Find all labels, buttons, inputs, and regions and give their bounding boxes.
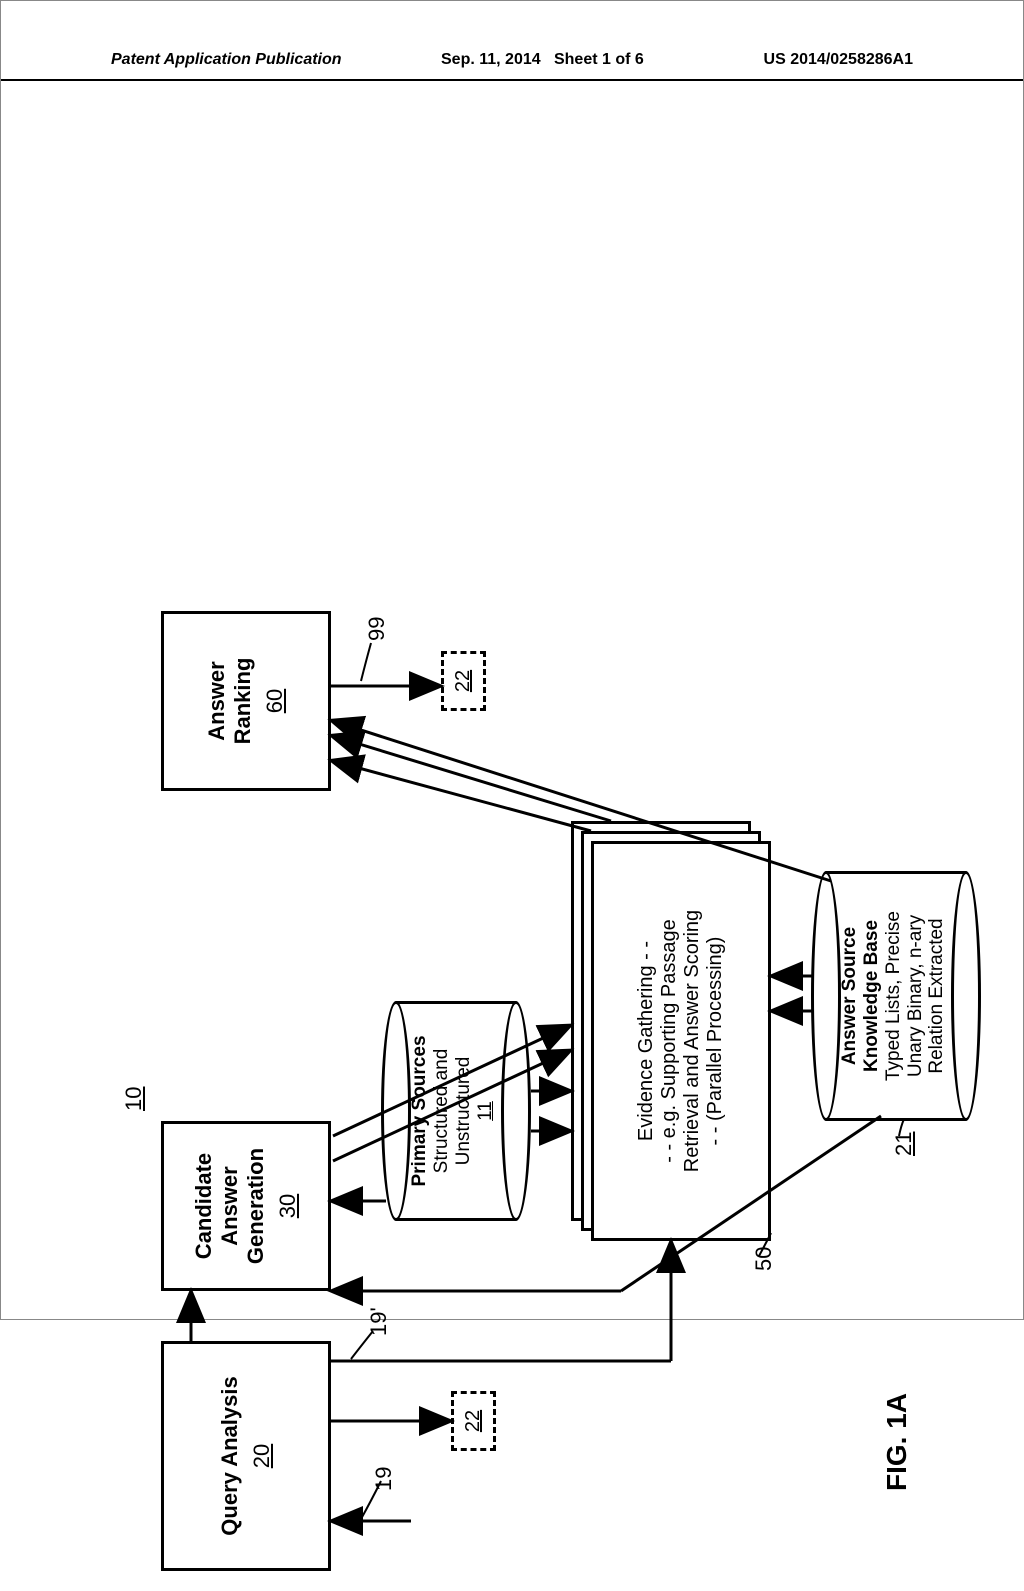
dashed-left-num: 22 [462, 1410, 485, 1432]
evidence-ref: 50 [751, 1247, 777, 1271]
answer-ranking-ref: 60 [262, 689, 288, 713]
kb-l4: Relation Extracted [926, 871, 948, 1121]
kb-l1: Knowledge Base [861, 871, 883, 1121]
candidate-gen-l3: Generation [243, 1148, 269, 1264]
candidate-gen-l2: Answer [217, 1166, 243, 1245]
ref-19: 19 [371, 1467, 397, 1491]
evidence-l3: Retrieval and Answer Scoring [681, 910, 704, 1172]
evidence-l2: - - e.g. Supporting Passage [658, 919, 681, 1162]
candidate-gen-l1: Candidate [191, 1153, 217, 1259]
kb-title: Answer Source [839, 871, 861, 1121]
kb-ref: 21 [891, 1132, 917, 1156]
ref-99: 99 [364, 617, 390, 641]
figure-area: 10 Query Analysis 20 Candidate Answer Ge… [111, 191, 911, 1191]
dashed-right-num: 22 [452, 670, 475, 692]
header-sheet: Sheet 1 of 6 [554, 51, 644, 68]
query-analysis-title: Query Analysis [217, 1376, 243, 1535]
cyl-primary-sources: Primary Sources Structured and Unstructu… [381, 1001, 531, 1221]
query-analysis-ref: 20 [249, 1444, 275, 1468]
diagram-rotated: 10 Query Analysis 20 Candidate Answer Ge… [111, 591, 911, 1591]
dashed-ref-right: 22 [441, 651, 486, 711]
header-date-sheet: Sep. 11, 2014 Sheet 1 of 6 [441, 51, 644, 69]
evidence-stack-1: Evidence Gathering - - - - e.g. Supporti… [591, 841, 771, 1241]
primary-l2: Unstructured [453, 1001, 475, 1221]
primary-l1: Structured and [431, 1001, 453, 1221]
page-frame: Patent Application Publication Sep. 11, … [0, 0, 1024, 1320]
header-publication: Patent Application Publication [111, 51, 342, 69]
page-header: Patent Application Publication Sep. 11, … [1, 51, 1023, 81]
kb-l2: Typed Lists, Precise [883, 871, 905, 1121]
header-date: Sep. 11, 2014 [441, 51, 541, 68]
primary-ref: 11 [475, 1001, 497, 1221]
evidence-content: Evidence Gathering - - - - e.g. Supporti… [594, 844, 768, 1238]
candidate-gen-ref: 30 [275, 1194, 301, 1218]
evidence-l1: Evidence Gathering - - [635, 941, 658, 1141]
ref-system: 10 [121, 1087, 147, 1111]
block-candidate-generation: Candidate Answer Generation 30 [161, 1121, 331, 1291]
ref-19p: 19' [366, 1307, 392, 1336]
block-answer-ranking: Answer Ranking 60 [161, 611, 331, 791]
kb-l3: Unary Binary, n-ary [905, 871, 927, 1121]
primary-title: Primary Sources [409, 1001, 431, 1221]
dashed-ref-left: 22 [451, 1391, 496, 1451]
answer-ranking-l2: Ranking [230, 658, 256, 745]
block-query-analysis: Query Analysis 20 [161, 1341, 331, 1571]
header-pubno: US 2014/0258286A1 [764, 51, 913, 69]
figure-caption: FIG. 1A [881, 1393, 913, 1491]
evidence-l4: - - (Parallel Processing) [704, 937, 727, 1146]
answer-ranking-l1: Answer [204, 661, 230, 740]
cyl-knowledge-base: Answer Source Knowledge Base Typed Lists… [811, 871, 981, 1121]
